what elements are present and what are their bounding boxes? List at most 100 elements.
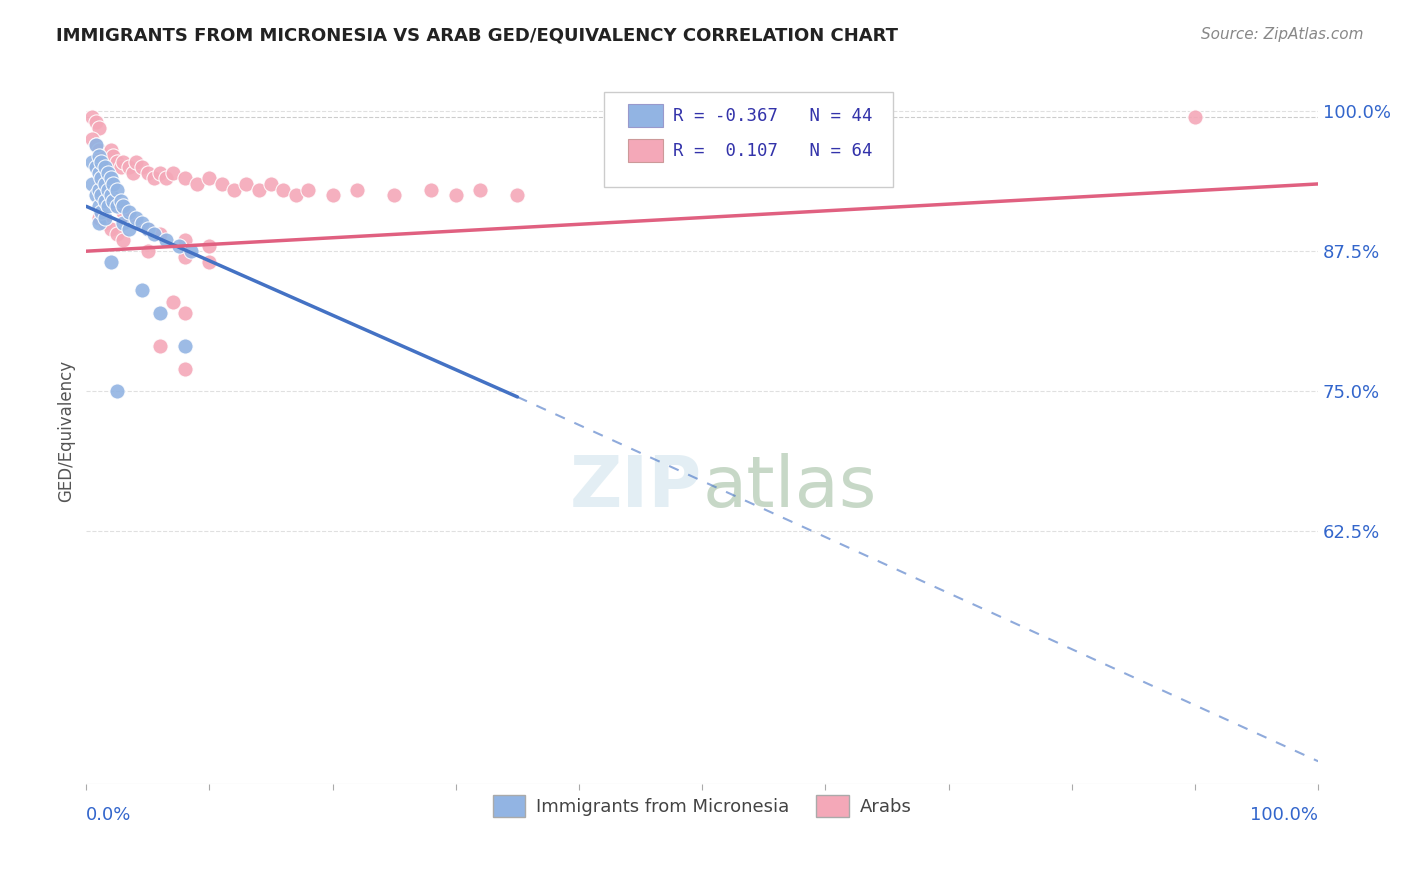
Point bbox=[87, 149, 110, 163]
Point bbox=[124, 154, 146, 169]
Point bbox=[94, 154, 117, 169]
Point bbox=[105, 384, 128, 399]
Point bbox=[173, 233, 195, 247]
Point bbox=[105, 227, 128, 242]
Point bbox=[84, 160, 107, 174]
Point bbox=[162, 166, 184, 180]
Point bbox=[122, 166, 145, 180]
Point bbox=[100, 144, 122, 158]
Point bbox=[136, 221, 159, 235]
Point bbox=[87, 120, 110, 135]
Point bbox=[444, 188, 467, 202]
Point bbox=[346, 182, 368, 196]
Point bbox=[322, 188, 344, 202]
Point bbox=[124, 216, 146, 230]
Point bbox=[198, 238, 221, 252]
Point bbox=[84, 115, 107, 129]
Bar bbox=[628, 103, 662, 127]
Point bbox=[506, 188, 529, 202]
Point bbox=[382, 188, 405, 202]
Point bbox=[112, 233, 135, 247]
Point bbox=[149, 306, 172, 320]
Text: R =  0.107   N = 64: R = 0.107 N = 64 bbox=[672, 142, 872, 160]
Text: Source: ZipAtlas.com: Source: ZipAtlas.com bbox=[1201, 27, 1364, 42]
Point bbox=[112, 205, 135, 219]
Point bbox=[118, 205, 141, 219]
Point bbox=[84, 188, 107, 202]
Point bbox=[131, 284, 153, 298]
Point bbox=[260, 177, 283, 191]
Point bbox=[103, 149, 125, 163]
Point bbox=[87, 166, 110, 180]
Point bbox=[94, 188, 117, 202]
Point bbox=[100, 255, 122, 269]
Point bbox=[224, 182, 246, 196]
Legend: Immigrants from Micronesia, Arabs: Immigrants from Micronesia, Arabs bbox=[485, 788, 920, 824]
Point bbox=[87, 211, 110, 225]
Point bbox=[235, 177, 257, 191]
Point bbox=[110, 160, 132, 174]
Point bbox=[173, 362, 195, 376]
Point bbox=[105, 199, 128, 213]
Point bbox=[87, 199, 110, 213]
Point bbox=[100, 221, 122, 235]
Point bbox=[82, 177, 104, 191]
Point bbox=[97, 160, 120, 174]
Point bbox=[112, 216, 135, 230]
Text: 0.0%: 0.0% bbox=[86, 806, 132, 824]
Point bbox=[97, 166, 120, 180]
Text: 100.0%: 100.0% bbox=[1250, 806, 1319, 824]
Point bbox=[173, 171, 195, 186]
Point bbox=[162, 294, 184, 309]
Point bbox=[82, 132, 104, 146]
Bar bbox=[628, 139, 662, 162]
Point bbox=[186, 177, 208, 191]
Point bbox=[273, 182, 295, 196]
Point bbox=[180, 244, 202, 259]
Point bbox=[90, 171, 112, 186]
Point bbox=[149, 227, 172, 242]
Point bbox=[149, 339, 172, 353]
Point bbox=[94, 194, 117, 208]
Point bbox=[198, 255, 221, 269]
Point bbox=[198, 171, 221, 186]
Point bbox=[90, 149, 112, 163]
Point bbox=[124, 211, 146, 225]
Point bbox=[100, 194, 122, 208]
Point bbox=[131, 216, 153, 230]
Point bbox=[90, 188, 112, 202]
FancyBboxPatch shape bbox=[603, 92, 893, 187]
Point bbox=[1184, 110, 1206, 124]
Point bbox=[470, 182, 492, 196]
Point bbox=[136, 244, 159, 259]
Point bbox=[97, 182, 120, 196]
Text: IMMIGRANTS FROM MICRONESIA VS ARAB GED/EQUIVALENCY CORRELATION CHART: IMMIGRANTS FROM MICRONESIA VS ARAB GED/E… bbox=[56, 27, 898, 45]
Point bbox=[112, 199, 135, 213]
Point bbox=[90, 205, 112, 219]
Point bbox=[94, 211, 117, 225]
Point bbox=[297, 182, 319, 196]
Point bbox=[87, 182, 110, 196]
Point bbox=[118, 211, 141, 225]
Point bbox=[155, 233, 177, 247]
Point bbox=[136, 221, 159, 235]
Point bbox=[87, 216, 110, 230]
Point bbox=[118, 160, 141, 174]
Point bbox=[105, 154, 128, 169]
Text: atlas: atlas bbox=[702, 452, 876, 522]
Point bbox=[105, 182, 128, 196]
Point bbox=[131, 160, 153, 174]
Point bbox=[118, 221, 141, 235]
Point bbox=[94, 160, 117, 174]
Point bbox=[94, 216, 117, 230]
Point bbox=[84, 137, 107, 152]
Point bbox=[90, 154, 112, 169]
Point bbox=[420, 182, 443, 196]
Point bbox=[94, 177, 117, 191]
Point bbox=[87, 144, 110, 158]
Point bbox=[284, 188, 307, 202]
Point bbox=[143, 171, 166, 186]
Point bbox=[167, 238, 190, 252]
Point bbox=[143, 227, 166, 242]
Y-axis label: GED/Equivalency: GED/Equivalency bbox=[58, 359, 75, 501]
